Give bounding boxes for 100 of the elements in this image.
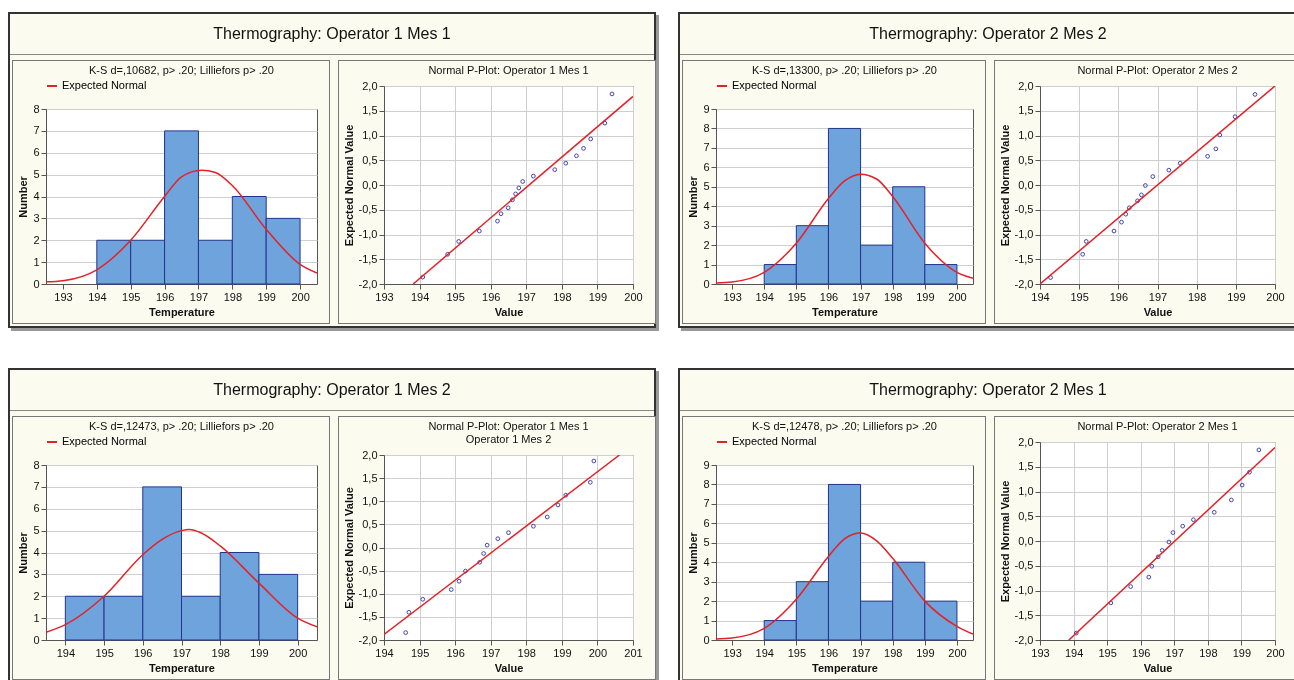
- y-tick-label: 2: [703, 238, 710, 251]
- y-tick-label: 1: [703, 258, 710, 271]
- y-axis-title: Expected Normal Value: [998, 480, 1011, 603]
- y-tick-label: -1,5: [358, 610, 378, 623]
- point: [588, 136, 594, 142]
- x-tick-label: 193: [723, 646, 742, 659]
- y-tick-label: 0: [703, 633, 710, 646]
- x-tick-label: 194: [755, 646, 774, 659]
- chart-title: Normal P-Plot: Operator 2 Mes 1: [1077, 420, 1238, 432]
- y-tick-label: 8: [703, 121, 710, 134]
- y-tick-label: 1,5: [362, 104, 378, 117]
- y-tick-label: 5: [703, 536, 710, 549]
- chart-title: Normal P-Plot: Operator 2 Mes 2: [1077, 64, 1238, 76]
- x-tick-label: 198: [884, 290, 903, 303]
- y-tick-label: 0,0: [362, 541, 378, 553]
- y-tick-label: 2,0: [1018, 435, 1034, 448]
- x-tick-label: 195: [446, 290, 465, 303]
- y-axis-title: Expected Normal Value: [342, 124, 355, 247]
- point: [1083, 239, 1089, 244]
- x-tick-label: 199: [916, 290, 935, 303]
- point: [1080, 251, 1086, 257]
- x-tick-label: 195: [410, 646, 430, 659]
- point: [495, 218, 500, 224]
- point: [1239, 482, 1245, 488]
- point: [1232, 114, 1238, 120]
- x-tick-label: 197: [851, 290, 871, 303]
- x-axis-title: Temperature: [812, 305, 878, 318]
- x-tick-label: 196: [482, 290, 501, 303]
- point: [1128, 584, 1134, 589]
- y-tick-label: -2,0: [358, 633, 378, 646]
- y-tick-label: -2,0: [1014, 633, 1034, 646]
- chart-subtitle: K-S d=,12473, p> .20; Lilliefors p> .20: [89, 420, 274, 432]
- y-tick-label: 6: [703, 160, 710, 173]
- point: [445, 251, 451, 257]
- x-tick-label: 194: [410, 290, 430, 303]
- x-tick-label: 200: [1266, 646, 1285, 659]
- point: [1213, 146, 1219, 152]
- point: [1252, 92, 1258, 97]
- x-tick-label: 196: [1132, 646, 1151, 659]
- point: [484, 542, 490, 548]
- point: [591, 458, 597, 464]
- y-tick-label: -1,0: [1014, 228, 1034, 240]
- point: [1149, 563, 1155, 569]
- x-tick-label: 199: [1227, 290, 1246, 303]
- chart-subtitle: K-S d=,10682, p> .20; Lilliefors p> .20: [89, 64, 274, 76]
- x-tick-label: 200: [288, 646, 308, 659]
- x-tick-label: 196: [155, 290, 175, 303]
- x-axis-title: Temperature: [149, 661, 215, 674]
- y-tick-label: 2,0: [362, 448, 378, 461]
- y-tick-label: -0,5: [358, 203, 378, 216]
- y-tick-label: 0: [703, 277, 710, 290]
- point: [587, 479, 593, 485]
- x-tick-label: 198: [223, 290, 242, 303]
- y-tick-label: 0,0: [1018, 534, 1034, 547]
- y-tick-label: 4: [703, 555, 710, 568]
- x-tick-label: 193: [375, 290, 394, 303]
- y-tick-label: 7: [703, 141, 710, 154]
- y-tick-label: 5: [33, 168, 40, 181]
- point: [1150, 174, 1156, 179]
- y-tick-label: -0,5: [1014, 559, 1034, 572]
- y-tick-label: -2,0: [1014, 277, 1034, 290]
- point: [505, 205, 511, 211]
- y-tick-label: -2,0: [358, 277, 378, 290]
- point: [456, 239, 462, 244]
- point: [1073, 630, 1079, 636]
- x-tick-label: 200: [624, 290, 643, 303]
- y-tick-label: -1,0: [358, 228, 378, 240]
- legend-label: Expected Normal: [732, 79, 817, 91]
- y-tick-label: 1: [33, 611, 40, 624]
- y-tick-label: 7: [33, 124, 40, 137]
- x-tick-label: 199: [916, 646, 935, 659]
- y-tick-label: 0,5: [362, 517, 378, 530]
- y-tick-label: -1,0: [358, 587, 378, 600]
- y-tick-label: 0: [33, 633, 40, 646]
- y-tick-label: 6: [33, 502, 40, 515]
- point: [555, 502, 561, 508]
- y-tick-label: -0,5: [1014, 203, 1034, 216]
- point: [506, 530, 511, 536]
- point: [1247, 469, 1252, 475]
- point: [1166, 539, 1172, 545]
- point: [1180, 523, 1186, 529]
- y-tick-label: 2,0: [1018, 79, 1034, 92]
- y-tick-label: 3: [703, 575, 710, 588]
- point: [1119, 219, 1124, 225]
- point: [1126, 205, 1132, 211]
- point: [1048, 275, 1053, 280]
- x-tick-label: 193: [1031, 646, 1050, 659]
- point: [544, 514, 550, 520]
- y-tick-label: 5: [33, 524, 40, 537]
- chart-subtitle: K-S d=,13300, p> .20; Lilliefors p> .20: [752, 64, 937, 76]
- y-tick-label: 9: [703, 102, 710, 115]
- point: [1155, 554, 1161, 560]
- x-tick-label: 200: [948, 290, 967, 303]
- x-tick-label: 200: [588, 646, 608, 659]
- x-tick-label: 199: [1232, 646, 1252, 659]
- y-tick-label: -1,5: [1014, 608, 1034, 621]
- chart-title: Normal P-Plot: Operator 1 Mes 1 Operator 1 Mes 2: [428, 420, 589, 445]
- x-tick-label: 199: [588, 290, 608, 303]
- x-tick-label: 195: [1098, 646, 1117, 659]
- legend-label: Expected Normal: [62, 79, 147, 91]
